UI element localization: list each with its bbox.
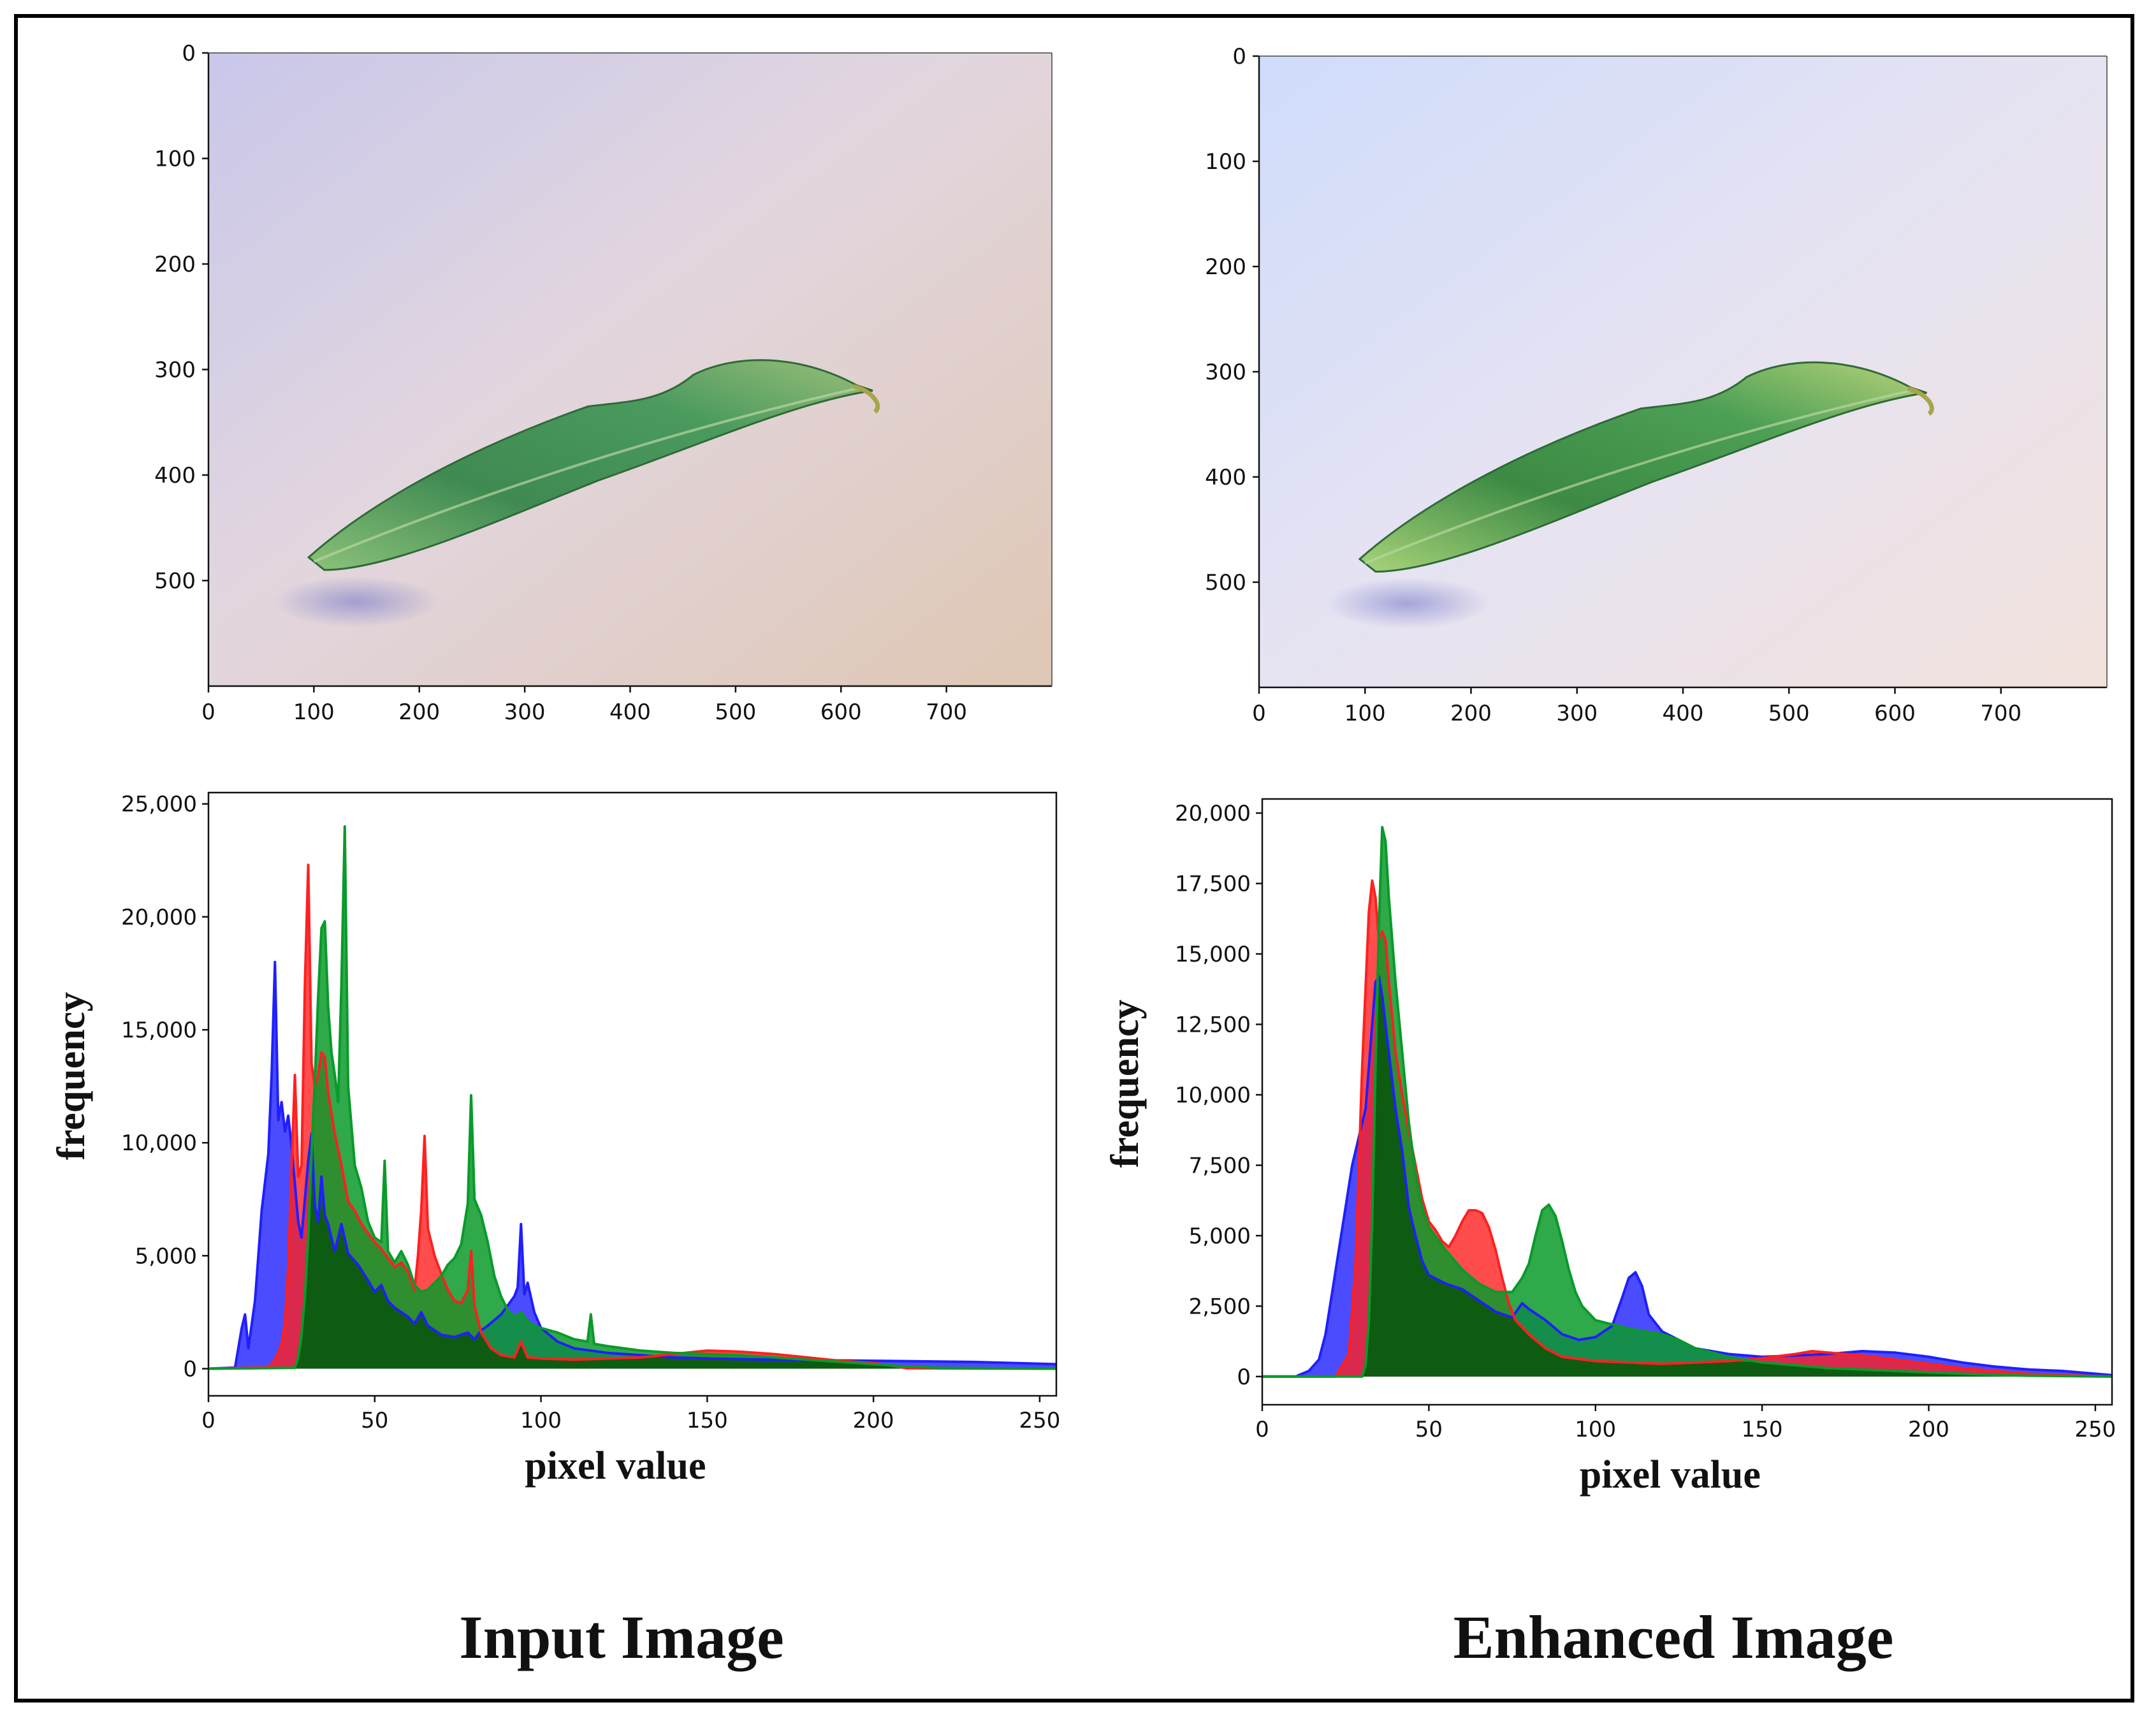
enhanced-photo-y-tick-label: 100	[1205, 149, 1246, 175]
input-photo-y-tick-label: 500	[154, 569, 196, 594]
enhanced-photo-shadow	[1324, 578, 1490, 629]
enhanced-hist-x-tick-label: 250	[2074, 1417, 2116, 1442]
input-hist-y-tick-label: 20,000	[121, 905, 197, 930]
input-photo-leaf-stem	[853, 384, 880, 414]
input-hist-y-axis-label: frequency	[50, 992, 93, 1161]
enhanced-hist-y-tick-label: 10,000	[1175, 1083, 1251, 1108]
input-hist-y-tick-label: 25,000	[121, 792, 197, 817]
enhanced-hist-chart: 0 50 100 150 200 250 0 2,500 5,000 7,500 10,000 12,…	[1103, 798, 2116, 1497]
enhanced-photo-y-tick-label: 200	[1205, 254, 1246, 280]
enhanced-photo-y-tick-label: 400	[1205, 465, 1246, 490]
input-hist-x-tick-label: 100	[520, 1408, 562, 1433]
input-photo-leaf	[307, 359, 873, 571]
input-hist-x-tick-label: 200	[853, 1408, 894, 1433]
input-photo-x-tick-label: 200	[398, 699, 440, 725]
enhanced-hist-blue-area	[1262, 976, 2112, 1377]
enhanced-photo-x-tick-label: 300	[1556, 701, 1598, 726]
input-hist-y-tick-label: 10,000	[121, 1131, 197, 1156]
input-photo-x-tick-label: 0	[201, 699, 215, 725]
input-hist-x-axis-label: pixel value	[525, 1444, 706, 1488]
input-hist-x-tick-label: 0	[201, 1408, 215, 1433]
enhanced-hist-y-tick-label: 2,500	[1189, 1294, 1251, 1319]
input-hist-red-area	[208, 865, 1056, 1369]
input-hist-x-tick-label: 250	[1019, 1408, 1060, 1433]
enhanced-photo-x-tick-label: 500	[1768, 701, 1810, 726]
enhanced-hist-y-tick-label: 5,000	[1189, 1224, 1251, 1249]
input-hist-y-tick-label: 5,000	[135, 1243, 197, 1269]
input-hist-blue-line	[208, 960, 1056, 1370]
input-photo-y-tick-label: 400	[154, 463, 196, 488]
input-hist-red-line	[208, 863, 1056, 1370]
caption-enhanced-image: Enhanced Image	[1453, 1603, 1894, 1671]
enhanced-hist-y-axis-label: frequency	[1103, 999, 1147, 1168]
input-photo-x-tick-label: 700	[926, 699, 967, 725]
enhanced-hist-x-axis-label: pixel value	[1580, 1453, 1761, 1497]
input-photo-x-tick-label: 100	[293, 699, 335, 725]
enhanced-hist-y-tick-label: 17,500	[1175, 872, 1251, 897]
enhanced-hist-red-line	[1262, 879, 2112, 1378]
input-photo-leaf-midrib	[313, 387, 857, 563]
enhanced-hist-x-tick-label: 100	[1575, 1417, 1616, 1442]
input-hist-x-tick-label: 150	[687, 1408, 728, 1433]
enhanced-photo-y-tick-label: 300	[1205, 360, 1246, 385]
enhanced-photo-x-tick-label: 200	[1450, 701, 1492, 726]
enhanced-hist-green-line	[1262, 826, 2112, 1378]
input-hist-y-tick-label: 0	[183, 1356, 197, 1382]
input-photo-x-tick-label: 400	[609, 699, 651, 725]
enhanced-hist-y-tick-label: 12,500	[1175, 1012, 1251, 1037]
input-photo-y-tick-label: 100	[154, 147, 196, 172]
input-hist-series-group	[208, 825, 1056, 1370]
input-photo-panel: 0 100 200 300 400 500 600 700 0 100 200 300 400 500	[154, 41, 1053, 725]
input-photo-x-tick-label: 500	[715, 699, 756, 725]
input-hist-green-line	[208, 825, 1056, 1370]
enhanced-hist-x-tick-label: 50	[1415, 1417, 1443, 1442]
input-hist-chart: 0 50 100 150 200 250 0 5,000 10,000 15,000 20,000 2…	[50, 792, 1060, 1488]
input-hist-y-tick-label: 15,000	[121, 1018, 197, 1043]
enhanced-photo-x-tick-label: 600	[1874, 701, 1916, 726]
enhanced-hist-y-tick-label: 15,000	[1175, 942, 1251, 967]
enhanced-photo-y-tick-label: 500	[1205, 570, 1246, 596]
enhanced-hist-y-tick-label: 7,500	[1189, 1153, 1251, 1178]
input-photo-y-tick-label: 300	[154, 358, 196, 383]
enhanced-hist-x-tick-label: 0	[1255, 1417, 1269, 1442]
enhanced-hist-x-tick-label: 200	[1908, 1417, 1949, 1442]
enhanced-hist-y-tick-label: 0	[1237, 1365, 1251, 1390]
enhanced-photo-leaf	[1358, 361, 1927, 573]
input-photo-x-tick-label: 300	[504, 699, 546, 725]
enhanced-photo-x-tick-label: 0	[1252, 701, 1266, 726]
enhanced-hist-series-group	[1262, 826, 2112, 1378]
input-photo-y-tick-label: 200	[154, 252, 196, 277]
input-photo-shadow	[273, 576, 439, 627]
enhanced-hist-x-tick-label: 150	[1742, 1417, 1783, 1442]
enhanced-photo-x-tick-label: 400	[1663, 701, 1704, 726]
input-hist-frame	[207, 791, 1058, 1397]
caption-input-image: Input Image	[459, 1603, 783, 1671]
enhanced-hist-y-tick-label: 20,000	[1175, 801, 1251, 826]
input-photo-x-tick-label: 600	[820, 699, 862, 725]
enhanced-photo-panel: 0 100 200 300 400 500 600 700 0 100 200 300 400 500	[1205, 44, 2108, 726]
enhanced-photo-leaf-stem	[1907, 386, 1934, 416]
enhanced-photo-leaf-midrib	[1364, 389, 1911, 565]
enhanced-photo-x-tick-label: 100	[1344, 701, 1386, 726]
enhanced-hist-frame	[1261, 798, 2113, 1406]
enhanced-photo-y-tick-label: 0	[1232, 44, 1246, 70]
enhanced-hist-red-area	[1262, 881, 2112, 1377]
enhanced-photo-x-tick-label: 700	[1980, 701, 2021, 726]
input-hist-x-tick-label: 50	[361, 1408, 388, 1433]
input-photo-y-tick-label: 0	[182, 41, 196, 66]
